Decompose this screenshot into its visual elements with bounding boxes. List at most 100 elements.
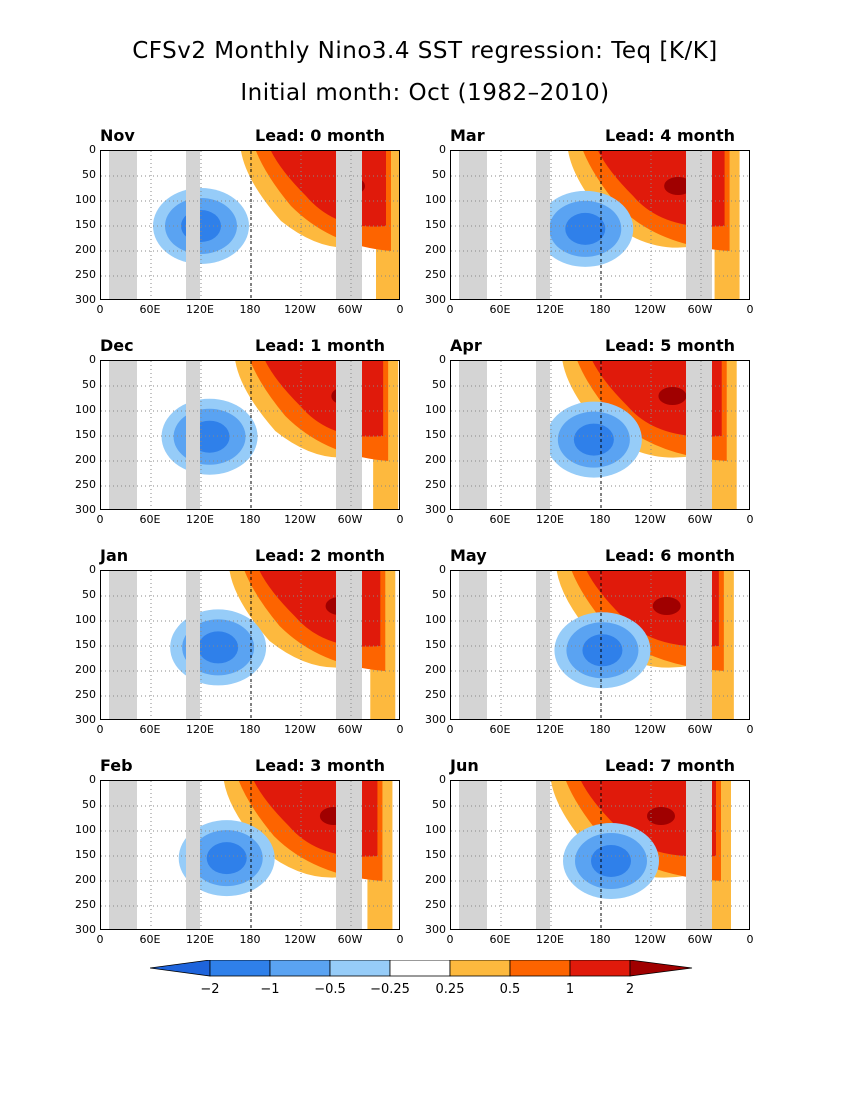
x-tick-label: 0 bbox=[396, 933, 404, 946]
x-tick-label: 0 bbox=[396, 303, 404, 316]
warm-core-contour bbox=[658, 387, 687, 405]
x-tick-label: 60W bbox=[687, 513, 713, 526]
contour-field bbox=[101, 361, 399, 509]
y-tick-label: 200 bbox=[75, 243, 96, 256]
x-tick-label: 120E bbox=[536, 723, 564, 736]
x-tick-label: 180 bbox=[589, 933, 611, 946]
panel-lead-label: Lead: 4 month bbox=[605, 126, 736, 145]
colorbar-segment bbox=[329, 960, 391, 977]
contour-field bbox=[101, 781, 399, 929]
land-mask bbox=[186, 361, 200, 509]
y-tick-label: 100 bbox=[425, 823, 446, 836]
colorbar-segment bbox=[209, 960, 271, 977]
y-tick-label: 300 bbox=[425, 713, 446, 726]
y-tick-label: 0 bbox=[439, 143, 446, 156]
x-tick-label: 60E bbox=[139, 513, 161, 526]
land-mask bbox=[186, 151, 200, 299]
x-tick-label: 0 bbox=[446, 723, 454, 736]
x-tick-label: 120W bbox=[284, 933, 316, 946]
x-tick-label: 120W bbox=[284, 303, 316, 316]
y-tick-label: 100 bbox=[425, 613, 446, 626]
x-tick-label: 120E bbox=[536, 933, 564, 946]
panel-apr bbox=[450, 360, 750, 510]
y-tick-label: 250 bbox=[75, 688, 96, 701]
x-tick-label: 0 bbox=[396, 513, 404, 526]
y-tick-label: 0 bbox=[439, 353, 446, 366]
y-tick-label: 50 bbox=[82, 168, 96, 181]
cool-contour bbox=[206, 842, 247, 875]
x-tick-label: 60E bbox=[489, 723, 511, 736]
x-tick-label: 60E bbox=[139, 933, 161, 946]
y-tick-label: 100 bbox=[75, 403, 96, 416]
x-tick-label: 60E bbox=[139, 723, 161, 736]
y-tick-label: 250 bbox=[425, 268, 446, 281]
y-tick-label: 0 bbox=[89, 353, 96, 366]
y-tick-label: 50 bbox=[82, 588, 96, 601]
y-tick-label: 50 bbox=[432, 378, 446, 391]
y-tick-label: 150 bbox=[75, 848, 96, 861]
y-tick-label: 150 bbox=[425, 218, 446, 231]
x-tick-label: 180 bbox=[239, 933, 261, 946]
y-tick-label: 100 bbox=[425, 193, 446, 206]
colorbar-segment bbox=[449, 960, 511, 977]
panel-lead-label: Lead: 0 month bbox=[255, 126, 386, 145]
x-tick-label: 120E bbox=[186, 723, 214, 736]
panel-dec bbox=[100, 360, 400, 510]
warm-core-contour bbox=[664, 177, 693, 195]
x-tick-label: 60W bbox=[337, 513, 363, 526]
colorbar bbox=[150, 960, 693, 977]
chart-subtitle: Initial month: Oct (1982–2010) bbox=[240, 80, 610, 106]
x-tick-label: 180 bbox=[589, 303, 611, 316]
panel-lead-label: Lead: 2 month bbox=[255, 546, 386, 565]
y-tick-label: 100 bbox=[75, 193, 96, 206]
x-tick-label: 180 bbox=[589, 513, 611, 526]
y-tick-label: 150 bbox=[425, 848, 446, 861]
panel-month-label: Feb bbox=[100, 756, 133, 775]
contour-field bbox=[101, 151, 399, 299]
y-tick-label: 150 bbox=[75, 428, 96, 441]
colorbar-label: 0.5 bbox=[499, 982, 521, 997]
y-tick-label: 200 bbox=[425, 873, 446, 886]
colorbar-label: −0.25 bbox=[370, 982, 410, 997]
y-tick-label: 250 bbox=[425, 688, 446, 701]
x-tick-label: 60E bbox=[489, 513, 511, 526]
y-tick-label: 250 bbox=[75, 478, 96, 491]
y-tick-label: 100 bbox=[75, 613, 96, 626]
panel-feb bbox=[100, 780, 400, 930]
x-tick-label: 0 bbox=[96, 933, 104, 946]
contour-field bbox=[451, 361, 749, 509]
cool-contour bbox=[198, 631, 239, 664]
x-tick-label: 180 bbox=[239, 513, 261, 526]
y-tick-label: 200 bbox=[425, 453, 446, 466]
colorbar-segment bbox=[569, 960, 631, 977]
land-mask bbox=[536, 151, 550, 299]
x-tick-label: 60W bbox=[687, 723, 713, 736]
y-tick-label: 50 bbox=[432, 168, 446, 181]
y-tick-label: 0 bbox=[439, 773, 446, 786]
x-tick-label: 120E bbox=[536, 303, 564, 316]
panel-may bbox=[450, 570, 750, 720]
y-tick-label: 300 bbox=[425, 923, 446, 936]
y-tick-label: 200 bbox=[75, 663, 96, 676]
y-tick-label: 200 bbox=[425, 663, 446, 676]
x-tick-label: 180 bbox=[589, 723, 611, 736]
contour-field bbox=[451, 781, 749, 929]
land-mask bbox=[186, 781, 200, 929]
x-tick-label: 180 bbox=[239, 723, 261, 736]
y-tick-label: 200 bbox=[75, 873, 96, 886]
x-tick-label: 60E bbox=[139, 303, 161, 316]
colorbar-label: 1 bbox=[565, 982, 575, 997]
colorbar-label: −0.5 bbox=[314, 982, 346, 997]
panel-jan bbox=[100, 570, 400, 720]
panel-month-label: Apr bbox=[450, 336, 482, 355]
y-tick-label: 300 bbox=[425, 293, 446, 306]
cool-contour bbox=[565, 212, 606, 245]
land-mask bbox=[536, 571, 550, 719]
y-tick-label: 150 bbox=[425, 428, 446, 441]
y-tick-label: 250 bbox=[75, 268, 96, 281]
x-tick-label: 0 bbox=[96, 303, 104, 316]
y-tick-label: 200 bbox=[75, 453, 96, 466]
land-mask bbox=[536, 361, 550, 509]
x-tick-label: 0 bbox=[746, 303, 754, 316]
colorbar-segment bbox=[389, 960, 451, 977]
